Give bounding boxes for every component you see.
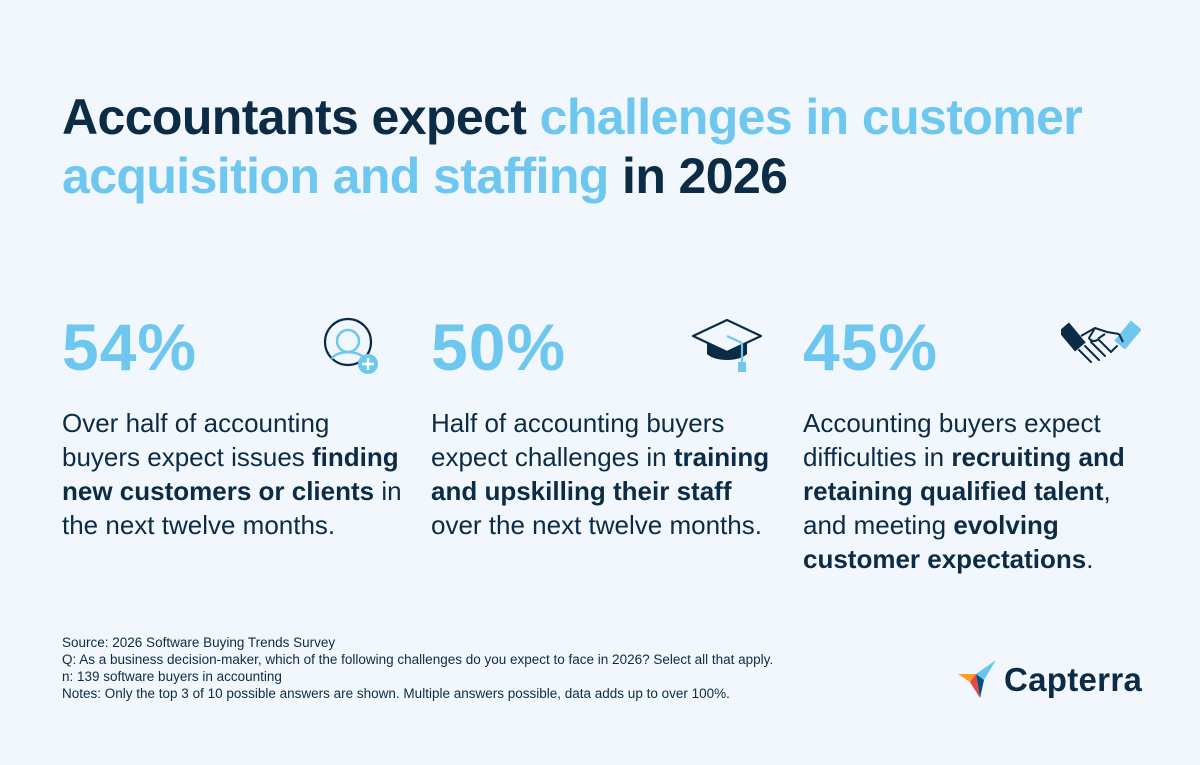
page-title: Accountants expect challenges in custome… xyxy=(62,88,1162,206)
stat-card-customers: 54% Over half of accounting buyers expec… xyxy=(62,310,402,542)
title-highlight: challenges in customer acquisition and s… xyxy=(62,89,1083,204)
stat-description: Over half of accounting buyers expect is… xyxy=(62,406,402,542)
capterra-logo-icon xyxy=(958,658,998,703)
footer-sample: n: 139 software buyers in accounting xyxy=(62,669,282,684)
desc-text: Half of accounting buyers expect challen… xyxy=(431,408,725,472)
desc-bold: finding new customers or clients xyxy=(62,442,399,506)
desc-text: Over half of accounting buyers expect is… xyxy=(62,408,330,472)
desc-bold: training and upskilling their staff xyxy=(431,442,770,506)
stat-value: 50% xyxy=(431,310,567,384)
capterra-wordmark: Capterra xyxy=(1004,661,1143,698)
footer-source: Source: 2026 Software Buying Trends Surv… xyxy=(62,635,336,650)
desc-text: Accounting buyers expect difficulties in xyxy=(803,408,1101,472)
stat-description: Half of accounting buyers expect challen… xyxy=(431,406,771,542)
stat-value: 45% xyxy=(803,310,939,384)
stat-card-talent: 45% Accounting buyers expect difficultie… xyxy=(803,310,1153,576)
footer-notes: Source: 2026 Software Buying Trends Surv… xyxy=(62,634,922,702)
title-part-2: in 2026 xyxy=(608,148,788,204)
stat-description: Accounting buyers expect difficulties in… xyxy=(803,406,1153,576)
desc-bold: evolving customer expectations xyxy=(803,510,1087,574)
user-add-icon xyxy=(320,312,386,383)
handshake-icon xyxy=(1058,314,1142,381)
stat-card-training: 50% Half of accounting buyers expect cha… xyxy=(431,310,771,542)
desc-text: . xyxy=(1086,544,1094,574)
desc-text: , and meeting xyxy=(803,476,1111,540)
capterra-brand: Capterra xyxy=(958,658,1143,703)
footer-question: Q: As a business decision-maker, which o… xyxy=(62,652,774,667)
footer-notes-text: Notes: Only the top 3 of 10 possible ans… xyxy=(62,686,730,701)
desc-text: over the next twelve months. xyxy=(431,510,762,540)
title-part-1: Accountants expect xyxy=(62,89,540,145)
graduation-cap-icon xyxy=(691,316,763,381)
stat-value: 54% xyxy=(62,310,198,384)
desc-text: in the next twelve months. xyxy=(62,476,402,540)
desc-bold: recruiting and retaining qualified talen… xyxy=(803,442,1125,506)
